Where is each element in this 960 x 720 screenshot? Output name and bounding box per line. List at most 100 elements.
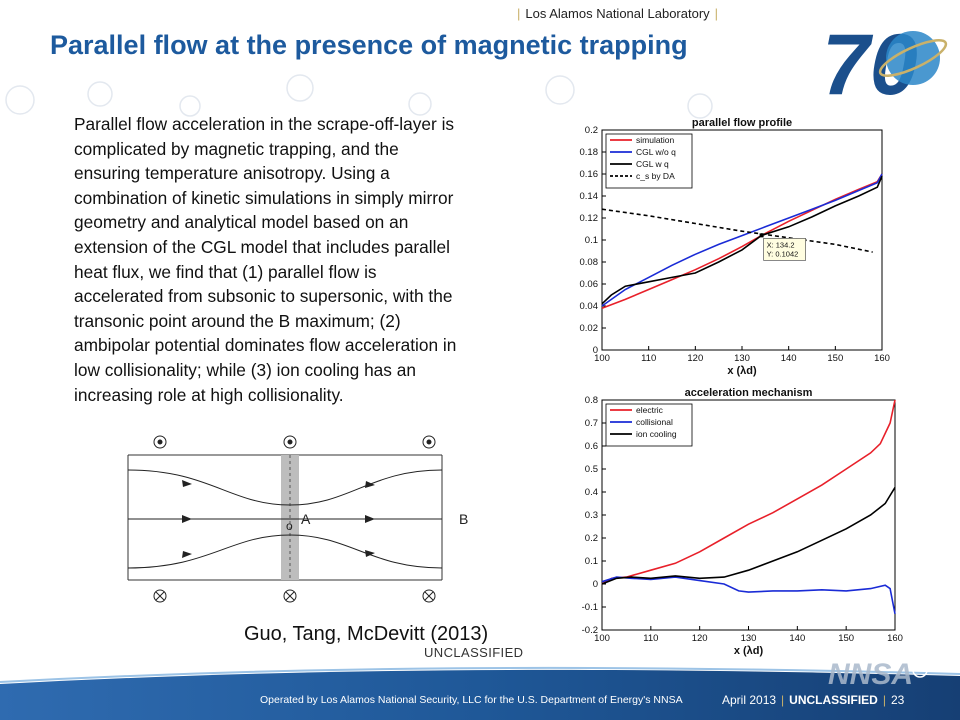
x-tick-label: 140 (789, 633, 805, 644)
y-tick-label: 0.8 (585, 395, 598, 406)
nnsa-logo-text: NNSA (828, 658, 913, 690)
x-tick-label: 140 (781, 353, 797, 364)
legend-box (605, 133, 693, 189)
x-axis-label: x (λd) (727, 365, 757, 377)
x-tick-label: 160 (887, 633, 903, 644)
datatip-marker (759, 233, 764, 238)
footer-divider: | (781, 693, 785, 707)
datatip-box (763, 238, 806, 261)
x-tick-label: 120 (692, 633, 708, 644)
footer-operator: Operated by Los Alamos National Security… (260, 694, 683, 706)
page-number: 23 (890, 693, 905, 707)
body-line: low collisionality; while (3) ion coolin… (74, 359, 416, 380)
chart-title: parallel flow profile (692, 117, 792, 129)
x-tick-label: 110 (643, 633, 658, 644)
anniversary-70-logo: 70 (822, 17, 948, 104)
body-line: heat flux, we find that (1) parallel flo… (74, 261, 377, 282)
citation: Guo, Tang, McDevitt (2013) (244, 623, 489, 645)
arrow-icon (365, 481, 375, 488)
footer-date: April 2013 (722, 693, 777, 707)
body-line: complicated by magnetic trapping, and th… (74, 138, 399, 159)
series-line-1 (601, 173, 883, 307)
legend-label: CGL w/o q (636, 147, 676, 157)
x-tick-label: 120 (687, 353, 703, 364)
series-line-0 (601, 173, 883, 309)
series-line-2 (601, 175, 883, 305)
y-tick-label: 0 (593, 345, 598, 356)
acceleration-chart: acceleration mechanism 100 110 120 130 140 150… (582, 387, 903, 657)
atom-icon (912, 662, 928, 678)
legend-label: collisional (636, 417, 673, 427)
field-lines (127, 469, 443, 569)
footer-meta: April 2013 | UNCLASSIFIED | 23 (722, 693, 904, 707)
arrow-icon (182, 480, 192, 487)
series-line-0 (601, 399, 896, 585)
y-tick-label: 0.02 (580, 323, 599, 334)
x-tick-label: 130 (734, 353, 750, 364)
legend: simulation CGL w/o q CGL w q c_s by DA (605, 133, 693, 189)
parallel-flow-chart: parallel flow profile 100 110 120 130 140 150 1… (580, 117, 890, 377)
legend-label: ion cooling (636, 429, 677, 439)
footer-divider: | (882, 693, 886, 707)
y-tick-label: 0.6 (585, 441, 598, 452)
x-tick-label: 130 (741, 633, 757, 644)
legend: electric collisional ion cooling (605, 403, 693, 447)
x-tick-label: 100 (594, 633, 610, 644)
y-tick-label: -0.2 (582, 625, 598, 636)
y-tick-label: -0.1 (582, 602, 598, 613)
header-divider: | (517, 6, 521, 21)
datatip-text: X: 134.2 (767, 240, 795, 249)
decorative-rings (5, 74, 713, 119)
y-tick-label: 0.18 (580, 147, 599, 158)
y-tick-label: 0.04 (580, 301, 599, 312)
body-line: accelerated from subsonic to supersonic,… (74, 286, 453, 307)
body-line: Parallel flow acceleration in the scrape… (74, 114, 455, 134)
y-tick-label: 0 (593, 579, 598, 590)
lab-header: | Los Alamos National Laboratory | (512, 6, 723, 21)
arrow-icon (182, 551, 192, 558)
slide-title: Parallel flow at the presence of magneti… (50, 30, 688, 60)
label-b: B (459, 511, 468, 527)
arrow-icon (365, 515, 375, 523)
y-tick-label: 0.2 (585, 533, 598, 544)
y-tick-label: 0.3 (585, 510, 598, 521)
footer-band (0, 666, 960, 720)
y-tick-label: 0.16 (580, 169, 599, 180)
label-a: A (301, 511, 311, 527)
legend-box (605, 403, 693, 447)
nnsa-logo: NNSA (828, 658, 928, 690)
y-tick-label: 0.14 (580, 191, 599, 202)
x-tick-label: 150 (827, 353, 843, 364)
y-tick-label: 0.4 (585, 487, 598, 498)
y-tick-label: 0.2 (585, 125, 598, 136)
legend-label: CGL w q (636, 159, 669, 169)
y-tick-label: 0.1 (585, 235, 598, 246)
y-tick-label: 0.08 (580, 257, 599, 268)
y-tick-label: 0.1 (585, 556, 598, 567)
legend-label: c_s by DA (636, 171, 675, 181)
orbit-icon (878, 39, 948, 77)
body-line: ambipolar potential dominates flow accel… (74, 335, 457, 356)
body-line: increasing role at high collisionality. (74, 384, 344, 405)
body-line: extension of the CGL model that includes… (74, 236, 450, 257)
x-tick-label: 150 (838, 633, 854, 644)
series-line-3 (601, 208, 873, 253)
body-line: geometry and analytical model based on a… (74, 212, 409, 233)
globe-icon (886, 31, 940, 85)
y-tick-label: 0.06 (580, 279, 599, 290)
coil-dot-markers (153, 435, 436, 449)
field-arrows (182, 480, 375, 558)
lab-name: Los Alamos National Laboratory (525, 6, 710, 21)
body-paragraph: Parallel flow acceleration in the scrape… (74, 112, 554, 407)
x-tick-label: 100 (594, 353, 610, 364)
body-line: combination of kinetic simulations in si… (74, 187, 454, 208)
series-line-1 (601, 576, 896, 615)
y-tick-label: 0.5 (585, 464, 598, 475)
x-axis-label: x (λd) (734, 645, 764, 657)
header-divider: | (714, 6, 719, 21)
classification-label: UNCLASSIFIED (424, 645, 524, 660)
body-line: transonic point around the B maximum; (2… (74, 310, 401, 331)
footer-classification: UNCLASSIFIED (789, 693, 878, 707)
y-tick-label: 0.7 (585, 418, 598, 429)
label-o: o (286, 519, 293, 533)
